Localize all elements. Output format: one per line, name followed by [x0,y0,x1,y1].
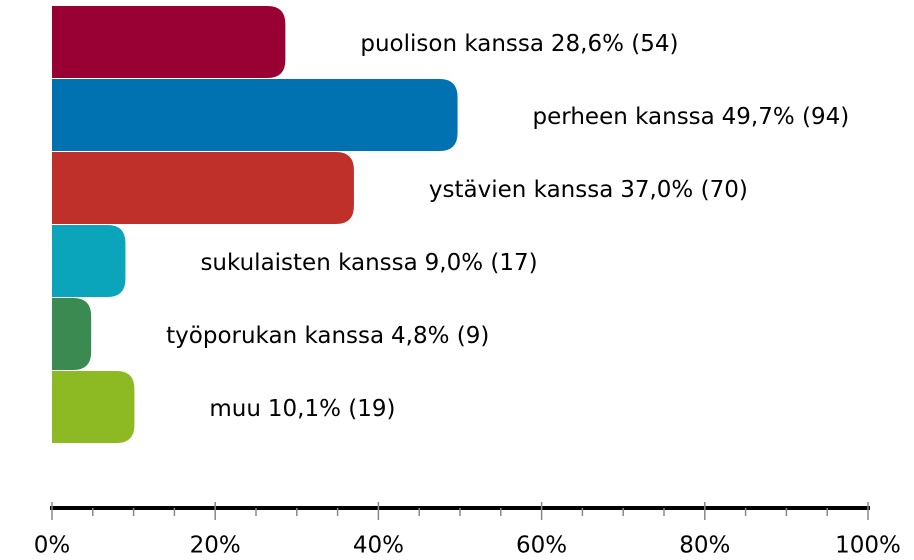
category-label: puolison kanssa [360,31,544,57]
category-label: ystävien kanssa [429,177,613,203]
bar [52,79,458,151]
x-tick-label: 80% [679,533,730,559]
category-label: sukulaisten kanssa [200,250,417,276]
bar-label: työporukan kanssa 4,8% (9) [166,323,489,349]
value-label: 9,0% (17) [425,250,538,276]
bar [52,225,126,297]
bar-label: perheen kanssa 49,7% (94) [533,104,850,130]
value-label: 49,7% (94) [722,104,850,130]
bar [52,6,286,78]
x-tick-label: 100% [835,533,901,559]
value-label: 37,0% (70) [620,177,748,203]
x-tick-label: 40% [353,533,404,559]
x-tick-label: 60% [516,533,567,559]
value-label: 4,8% (9) [391,323,489,349]
category-label: muu [209,396,261,422]
bar [52,152,354,224]
bar-label: sukulaisten kanssa 9,0% (17) [200,250,537,276]
bar [52,371,135,443]
bar [52,298,92,370]
x-tick-label: 20% [190,533,241,559]
value-label: 10,1% (19) [268,396,396,422]
bar-label: muu 10,1% (19) [209,396,395,422]
category-label: perheen kanssa [533,104,715,130]
x-tick-label: 0% [34,533,71,559]
bar-label: puolison kanssa 28,6% (54) [360,31,678,57]
category-label: työporukan kanssa [166,323,384,349]
value-label: 28,6% (54) [551,31,679,57]
bar-label: ystävien kanssa 37,0% (70) [429,177,748,203]
